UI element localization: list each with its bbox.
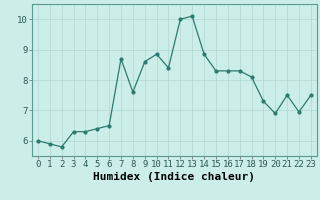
X-axis label: Humidex (Indice chaleur): Humidex (Indice chaleur) — [93, 172, 255, 182]
